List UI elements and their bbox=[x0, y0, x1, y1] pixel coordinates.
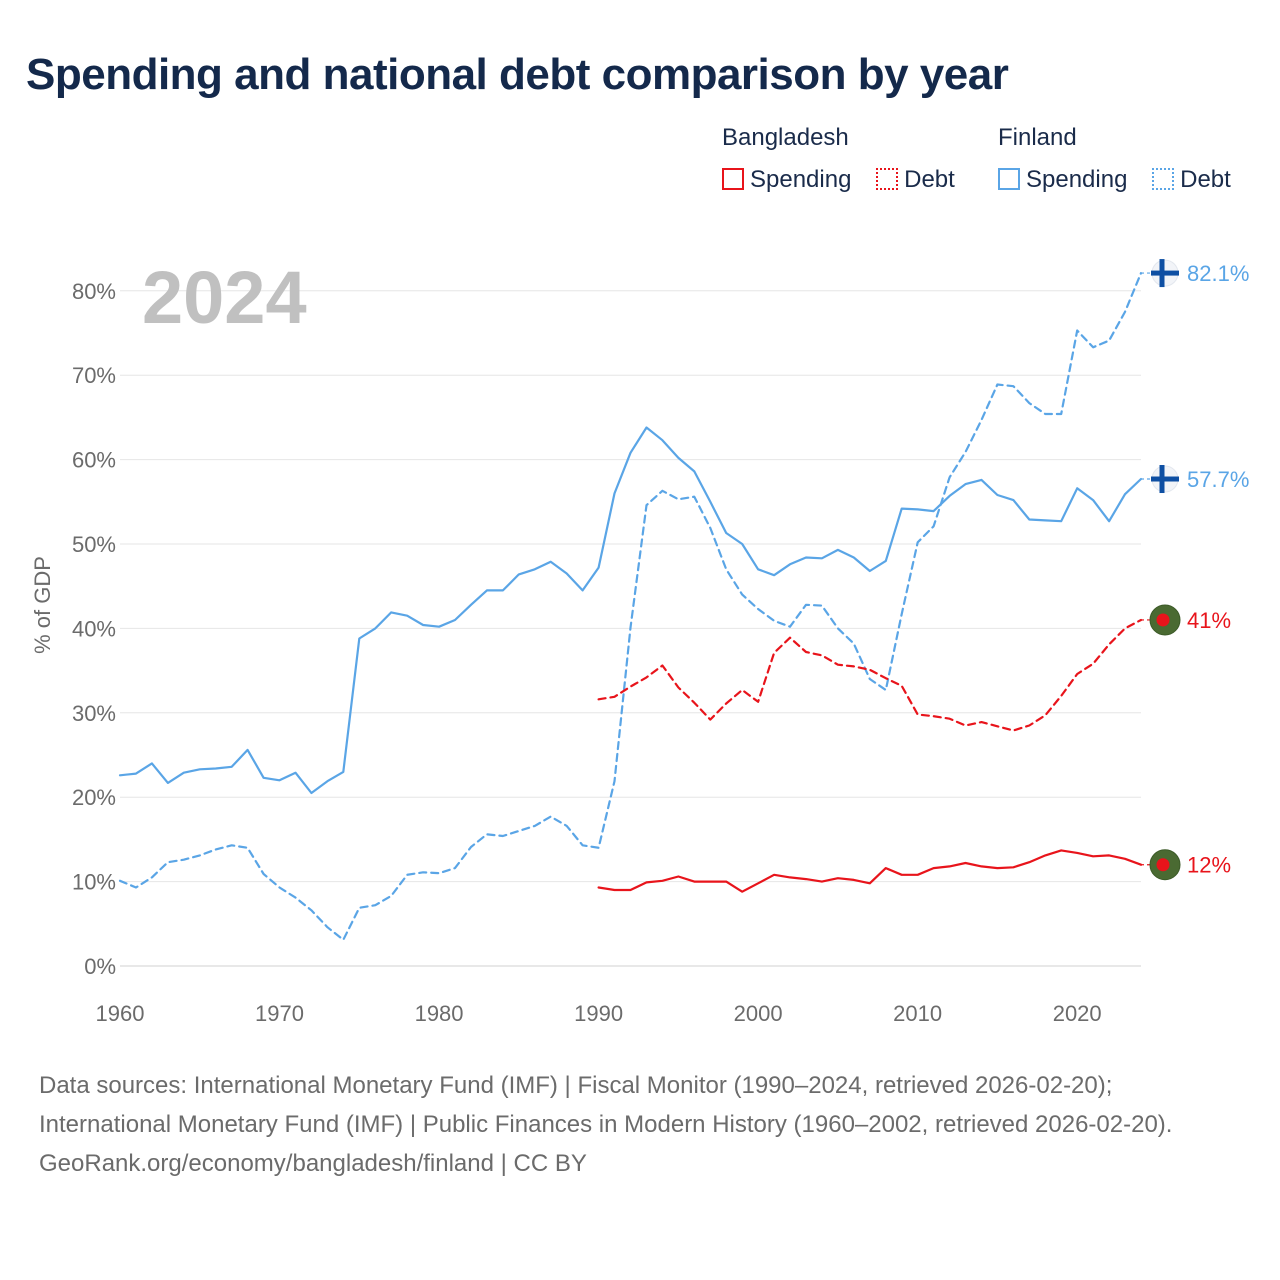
y-tick-label: 20% bbox=[72, 785, 116, 810]
y-tick-label: 10% bbox=[72, 870, 116, 895]
flag-disc bbox=[1156, 858, 1170, 872]
end-value-label: 12% bbox=[1187, 853, 1231, 878]
end-value-label: 57.7% bbox=[1187, 467, 1249, 492]
flag-cross-vertical bbox=[1159, 259, 1165, 288]
legend-group-name: Bangladesh bbox=[722, 124, 849, 151]
solid-swatch-icon bbox=[998, 168, 1020, 190]
series-line-bangladesh-debt bbox=[597, 618, 1143, 732]
x-tick-label: 1970 bbox=[255, 1001, 304, 1026]
legend-item-bangladesh-spending[interactable]: Spending bbox=[722, 165, 851, 195]
sources-link[interactable]: GeoRank.org/economy/bangladesh/finland |… bbox=[39, 1150, 587, 1177]
x-tick-label: 2020 bbox=[1053, 1001, 1102, 1026]
x-tick-label: 2000 bbox=[734, 1001, 783, 1026]
chart-title: Spending and national debt comparison by… bbox=[26, 50, 1009, 99]
flag-cross-horizontal bbox=[1151, 270, 1179, 276]
bangladesh-flag-icon bbox=[1149, 604, 1181, 636]
y-tick-label: 30% bbox=[72, 701, 116, 726]
legend-item-label: Debt bbox=[1180, 166, 1231, 193]
end-value-label: 82.1% bbox=[1187, 261, 1249, 286]
dotted-swatch-icon bbox=[876, 168, 899, 190]
gridlines bbox=[120, 290, 1141, 967]
y-axis-label: % of GDP bbox=[30, 556, 55, 654]
end-value-label: 41% bbox=[1187, 608, 1231, 633]
legend-group-name: Finland bbox=[998, 124, 1077, 151]
y-tick-label: 0% bbox=[84, 954, 116, 979]
legend-group-bangladesh: Bangladesh Spending Debt bbox=[722, 123, 955, 195]
solid-swatch-icon bbox=[722, 168, 744, 190]
x-tick-label: 1990 bbox=[574, 1001, 623, 1026]
flag-cross-vertical bbox=[1159, 465, 1165, 494]
flag-cross-horizontal bbox=[1151, 476, 1179, 482]
x-tick-label: 2010 bbox=[893, 1001, 942, 1026]
line-chart: 2024 0% 10% 20% 30% 40% 50% 60% 70% 80% 1960 1970… bbox=[30, 256, 1249, 1026]
dotted-swatch-icon bbox=[1152, 168, 1175, 190]
series-line-finland-debt bbox=[118, 272, 1143, 941]
series-line-bangladesh-spending bbox=[597, 849, 1143, 893]
legend-item-bangladesh-debt[interactable]: Debt bbox=[876, 165, 955, 195]
flag-disc bbox=[1156, 613, 1170, 627]
finland-flag-icon bbox=[1151, 259, 1179, 288]
legend-item-finland-spending[interactable]: Spending bbox=[998, 165, 1127, 195]
year-watermark: 2024 bbox=[142, 256, 307, 339]
y-tick-label: 50% bbox=[72, 532, 116, 557]
x-axis-ticks: 1960 1970 1980 1990 2000 2010 2020 bbox=[96, 1001, 1102, 1026]
y-tick-label: 60% bbox=[72, 448, 116, 473]
legend-item-finland-debt[interactable]: Debt bbox=[1152, 165, 1231, 195]
y-axis-ticks: 0% 10% 20% 30% 40% 50% 60% 70% 80% bbox=[72, 279, 116, 979]
y-tick-label: 80% bbox=[72, 279, 116, 304]
data-sources: Data sources: International Monetary Fun… bbox=[39, 1066, 1239, 1183]
legend-item-label: Debt bbox=[904, 166, 955, 193]
legend-group-finland: Finland Spending Debt bbox=[998, 123, 1231, 195]
series-line-finland-spending bbox=[118, 426, 1143, 795]
legend-item-label: Spending bbox=[750, 166, 852, 193]
y-tick-label: 70% bbox=[72, 363, 116, 388]
series-lines bbox=[118, 272, 1143, 941]
legend-item-label: Spending bbox=[1026, 166, 1128, 193]
y-tick-label: 40% bbox=[72, 616, 116, 641]
sources-text: Data sources: International Monetary Fun… bbox=[39, 1072, 1173, 1138]
bangladesh-flag-icon bbox=[1149, 849, 1181, 881]
x-tick-label: 1960 bbox=[96, 1001, 145, 1026]
finland-flag-icon bbox=[1151, 465, 1179, 494]
end-markers: 57.7% 82.1% 41% 12% bbox=[1141, 259, 1249, 881]
x-tick-label: 1980 bbox=[415, 1001, 464, 1026]
